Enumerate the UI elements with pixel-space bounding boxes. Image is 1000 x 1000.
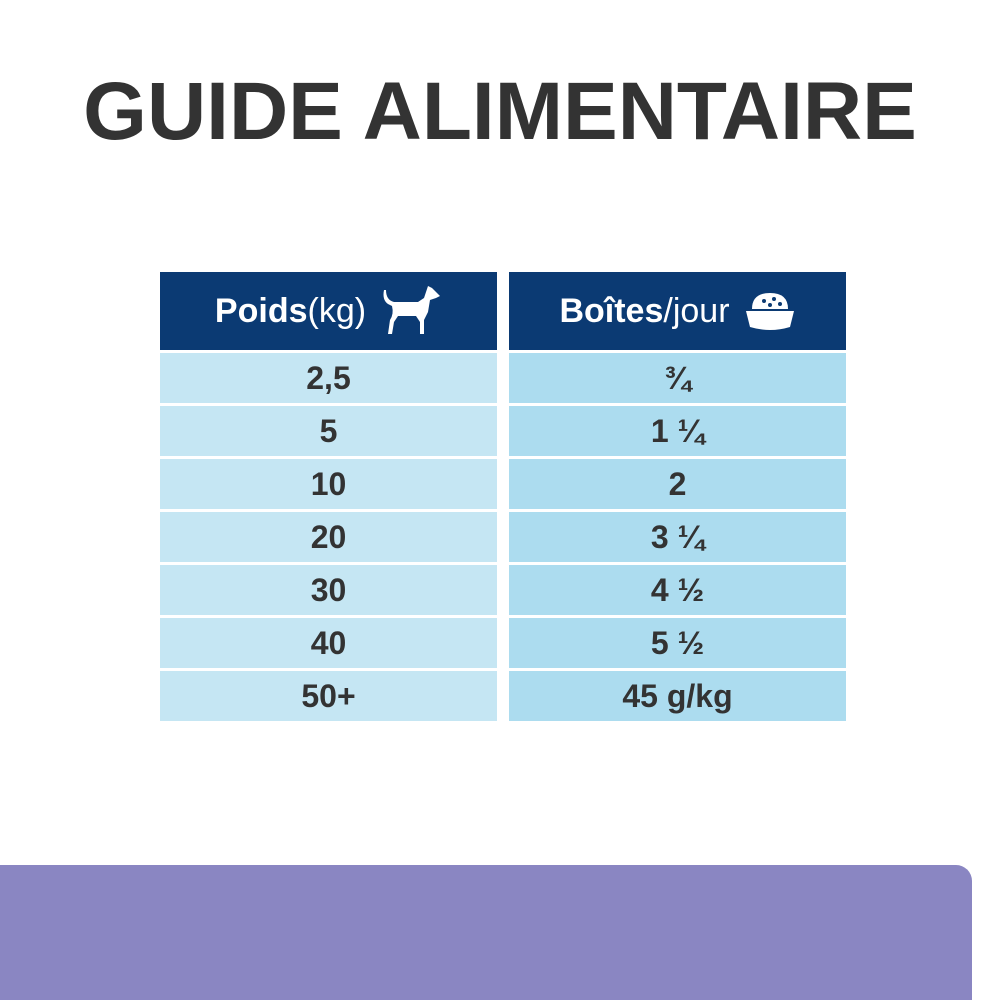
weight-cell: 40	[160, 618, 497, 668]
table-row: 10 2	[160, 459, 846, 509]
header-weight-unit: (kg)	[307, 291, 367, 330]
header-cans-bold: Boîtes	[559, 291, 664, 330]
table-row: 30 4 ½	[160, 565, 846, 615]
weight-cell: 20	[160, 512, 497, 562]
cans-cell: 5 ½	[509, 618, 846, 668]
page-title: GUIDE ALIMENTAIRE	[83, 66, 917, 157]
food-bowl-icon	[745, 293, 794, 330]
cans-cell: 1 ¼	[509, 406, 846, 456]
weight-cell: 30	[160, 565, 497, 615]
cans-cell: 4 ½	[509, 565, 846, 615]
cans-cell: 3 ¼	[509, 512, 846, 562]
table-header: Poids (kg) Boîtes/jour	[160, 272, 846, 350]
table-row: 50+ 45 g/kg	[160, 671, 846, 721]
table-row: 20 3 ¼	[160, 512, 846, 562]
weight-cell: 50+	[160, 671, 497, 721]
header-cans-unit: /jour	[663, 291, 730, 330]
header-weight: Poids (kg)	[160, 272, 497, 350]
table-row: 40 5 ½	[160, 618, 846, 668]
cans-cell: 45 g/kg	[509, 671, 846, 721]
weight-cell: 10	[160, 459, 497, 509]
cans-cell: ¾	[509, 353, 846, 403]
table-row: 2,5 ¾	[160, 353, 846, 403]
weight-cell: 2,5	[160, 353, 497, 403]
cans-cell: 2	[509, 459, 846, 509]
header-weight-bold: Poids	[214, 291, 308, 330]
weight-cell: 5	[160, 406, 497, 456]
purple-band	[0, 865, 972, 1000]
header-cans: Boîtes/jour	[509, 272, 846, 350]
dog-icon	[383, 286, 441, 334]
